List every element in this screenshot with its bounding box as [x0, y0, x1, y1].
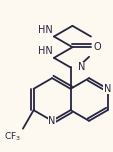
Text: N: N	[103, 84, 110, 94]
Text: HN: HN	[37, 25, 52, 35]
Text: HN: HN	[37, 46, 52, 56]
Text: N: N	[48, 116, 55, 126]
Text: O: O	[92, 42, 100, 52]
Text: N: N	[77, 62, 84, 73]
Text: CF$_3$: CF$_3$	[4, 131, 21, 143]
